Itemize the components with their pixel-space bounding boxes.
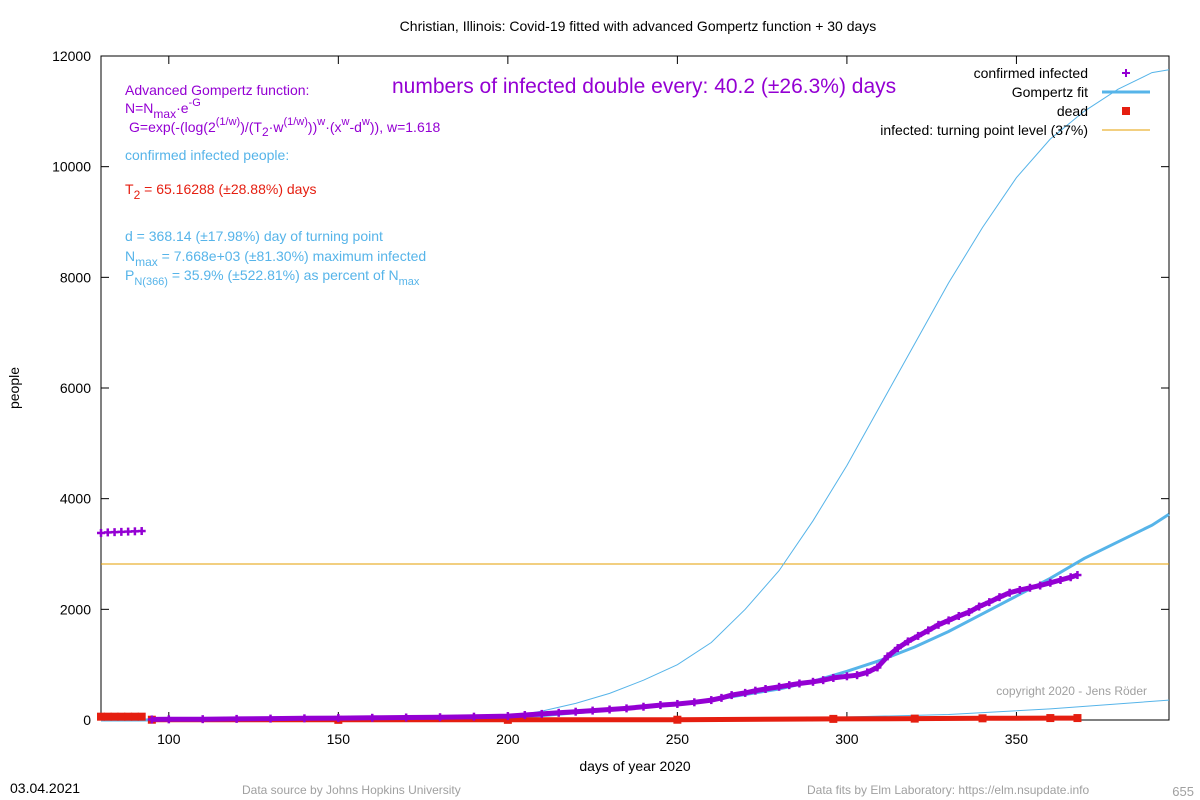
confirmed-point [130,527,139,536]
confirmed-point [103,528,112,537]
dead-point [97,712,105,721]
y-tick-label: 4000 [60,491,91,507]
confirmed-label: confirmed infected people: [125,147,289,163]
gompertz-title: Advanced Gompertz function: [125,82,309,98]
fit-upper-bound-line [100,69,1170,721]
formula-n: N=Nmax·e-G [125,97,201,121]
footer-source: Data source by Johns Hopkins University [242,783,461,797]
y-axis: 0 2000 4000 6000 8000 10000 12000 [52,48,1169,728]
confirmed-point [137,527,146,536]
legend-label: infected: turning point level (37%) [880,122,1088,138]
dead-point [110,712,119,721]
y-tick-label: 8000 [60,269,91,285]
y-tick-label: 0 [83,712,91,728]
dead-point [117,712,126,721]
legend-label: Gompertz fit [1012,84,1088,100]
y-tick-label: 12000 [52,48,91,64]
confirmed-point [117,527,126,536]
chart-title: Christian, Illinois: Covid-19 fitted wit… [400,18,877,34]
legend: confirmed infected Gompertz fit dead infect… [880,65,1150,138]
confirmed-band [151,572,1079,722]
legend-label: confirmed infected [974,65,1088,81]
footer-page-number: 655 [1172,784,1194,799]
nmax-line: Nmax = 7.668e+03 (±81.30%) maximum infec… [125,248,426,269]
x-tick-label: 350 [1005,731,1029,747]
d-line: d = 368.14 (±17.98%) day of turning poin… [125,228,383,244]
y-tick-label: 10000 [52,159,91,175]
y-axis-label: people [6,367,22,409]
legend-marker [1122,107,1130,115]
x-tick-label: 150 [327,731,351,747]
t2-line: T2 = 65.16288 (±28.88%) days [125,181,316,202]
dead-point [103,712,112,721]
x-tick-label: 250 [666,731,690,747]
p-line: PN(366) = 35.9% (±522.81%) as percent of… [125,267,420,288]
footer-date: 03.04.2021 [10,780,80,796]
x-axis-label: days of year 2020 [579,758,691,774]
y-tick-label: 6000 [60,380,91,396]
series-lines [100,69,1170,722]
x-tick-label: 100 [157,731,181,747]
x-tick-label: 200 [496,731,520,747]
confirmed-point [124,527,133,536]
dead-point [137,712,146,721]
dead-point [124,712,133,721]
confirmed-point [110,528,119,537]
footer-fits: Data fits by Elm Laboratory: https://elm… [807,783,1089,797]
y-tick-label: 2000 [60,601,91,617]
formula-g: G=exp(-(log(2(1/w))/(T2·w(1/w)))w·(xw-dw… [129,116,441,139]
legend-label: dead [1057,103,1088,119]
doubling-headline: numbers of infected double every: 40.2 (… [392,75,896,98]
copyright-text: copyright 2020 - Jens Röder [996,684,1147,698]
x-tick-label: 300 [835,731,859,747]
confirmed-point [97,528,105,537]
series-confirmed [97,527,1082,724]
dead-point [130,712,139,721]
